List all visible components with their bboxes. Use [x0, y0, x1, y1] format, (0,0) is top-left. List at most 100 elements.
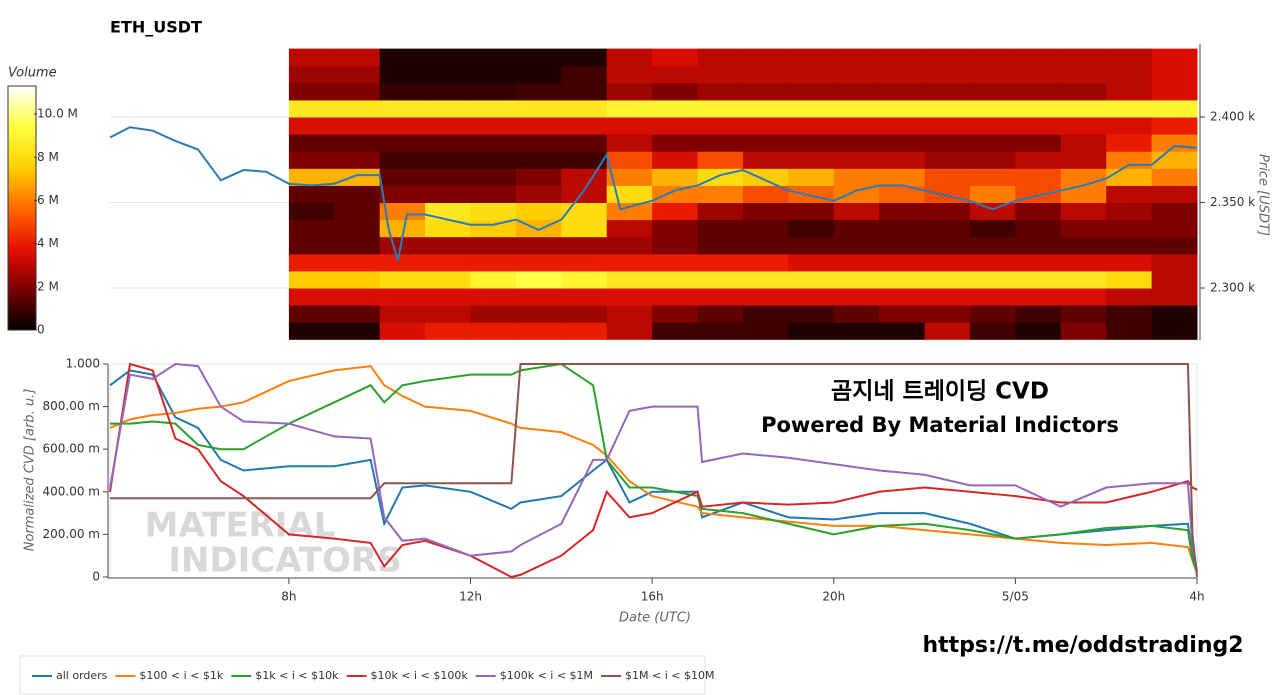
heat-cell	[425, 65, 472, 84]
heat-cell	[879, 305, 926, 323]
heat-cell	[879, 117, 926, 135]
heat-cell	[833, 82, 880, 101]
heat-cell	[425, 202, 472, 221]
heat-cell	[833, 288, 880, 306]
cvd-plot	[109, 363, 1198, 579]
heat-cell	[1106, 219, 1153, 238]
heat-cell	[742, 48, 789, 67]
heat-cell	[833, 168, 880, 186]
heat-cell	[1106, 322, 1153, 340]
heat-cell	[697, 270, 744, 289]
heat-cell	[470, 185, 517, 204]
legend-label: $100 < i < $1k	[139, 669, 223, 682]
heat-cell	[742, 253, 789, 272]
heat-cell	[379, 99, 426, 118]
heat-cell	[288, 288, 335, 306]
heat-cell	[334, 117, 381, 135]
cvd-line	[109, 365, 1198, 574]
heat-cell	[334, 253, 381, 272]
heat-cell	[924, 322, 971, 340]
heat-cell	[697, 253, 744, 272]
heat-cell	[879, 134, 926, 152]
heat-cell	[561, 305, 608, 323]
heat-cell	[1106, 134, 1153, 152]
heat-cell	[1015, 48, 1062, 67]
heat-cell	[606, 82, 653, 101]
heat-cell	[788, 253, 835, 272]
heat-cell	[833, 305, 880, 323]
heat-cell	[288, 117, 335, 135]
heat-cell	[1015, 322, 1062, 340]
heat-cell	[561, 151, 608, 169]
heat-cell	[1106, 253, 1153, 272]
heat-cell	[1060, 253, 1107, 272]
heat-cell	[697, 305, 744, 323]
heat-cell	[788, 288, 835, 306]
heat-cell	[833, 253, 880, 272]
colorbar-tick-label: 4 M	[37, 236, 59, 250]
heat-cell	[697, 134, 744, 152]
heat-cell	[1106, 288, 1153, 306]
colorbar-tick-label: 0	[37, 323, 45, 337]
heat-cell	[379, 219, 426, 238]
heat-cell	[1151, 236, 1198, 255]
heat-cell	[652, 82, 699, 101]
heat-cell	[879, 288, 926, 306]
heat-cell	[379, 202, 426, 221]
colorbar	[7, 85, 37, 331]
heat-cell	[288, 202, 335, 221]
heat-cell	[879, 253, 926, 272]
heat-cell	[652, 48, 699, 67]
heat-cell	[606, 99, 653, 118]
heat-cell	[606, 219, 653, 238]
heat-cell	[561, 185, 608, 204]
watermark: INDICATORS	[168, 541, 401, 581]
heat-cell	[515, 99, 562, 118]
y-tick-label: 2.400 k	[1210, 110, 1255, 124]
heat-cell	[742, 219, 789, 238]
heat-cell	[425, 82, 472, 101]
heat-cell	[924, 168, 971, 186]
y-tick-label: 400.00 m	[43, 484, 101, 498]
y-tick-label: 1.000	[66, 357, 100, 371]
heat-cell	[1015, 65, 1062, 84]
heat-cell	[697, 322, 744, 340]
heat-cell	[788, 134, 835, 152]
link[interactable]: https://t.me/oddstrading2	[922, 633, 1243, 658]
heat-cell	[1106, 99, 1153, 118]
heat-cell	[1060, 219, 1107, 238]
heat-cell	[606, 288, 653, 306]
heat-cell	[742, 82, 789, 101]
heat-cell	[515, 202, 562, 221]
heat-cell	[924, 270, 971, 289]
heat-cell	[1060, 322, 1107, 340]
heat-cell	[788, 219, 835, 238]
heat-cell	[652, 99, 699, 118]
colorbar-title: Volume	[8, 66, 57, 81]
heat-cell	[288, 236, 335, 255]
heat-cell	[1015, 134, 1062, 152]
y-tick-label: 600.00 m	[43, 442, 101, 456]
heat-cell	[470, 322, 517, 340]
heat-cell	[879, 82, 926, 101]
heat-cell	[288, 305, 335, 323]
heat-cell	[742, 270, 789, 289]
heat-cell	[879, 48, 926, 67]
heat-cell	[1151, 305, 1198, 323]
heat-cell	[924, 82, 971, 101]
heat-cell	[515, 288, 562, 306]
heat-cell	[879, 236, 926, 255]
heat-cell	[379, 82, 426, 101]
heat-cell	[1106, 270, 1153, 289]
heat-cell	[470, 48, 517, 67]
heat-cell	[515, 65, 562, 84]
heat-cell	[1015, 253, 1062, 272]
heat-cell	[969, 305, 1016, 323]
heat-cell	[288, 322, 335, 340]
heat-cell	[1060, 99, 1107, 118]
heat-cell	[788, 236, 835, 255]
heat-cell	[697, 202, 744, 221]
heat-cell	[470, 82, 517, 101]
heat-cell	[1106, 151, 1153, 169]
heat-cell	[742, 305, 789, 323]
